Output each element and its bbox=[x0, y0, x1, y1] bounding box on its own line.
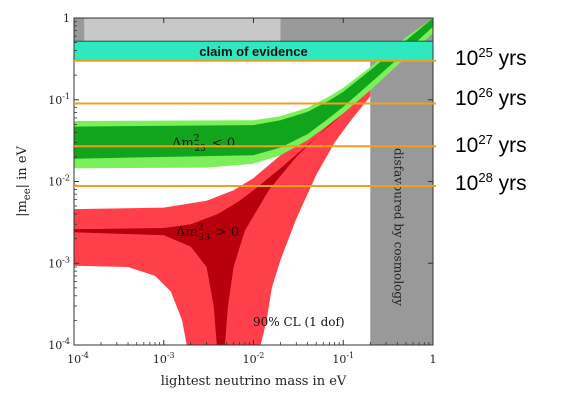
y-tick-label: 10-4 bbox=[48, 337, 70, 352]
x-tick-label: 10-4 bbox=[67, 351, 89, 366]
claim-of-evidence-label: claim of evidence bbox=[199, 44, 307, 59]
axes: 10-4 10-3 10-2 10-1 1 10-4 10-3 10-2 10-1 1 lighte… bbox=[15, 12, 437, 389]
x-tick-label: 10-2 bbox=[243, 351, 265, 366]
y-tick-label: 10-1 bbox=[48, 92, 70, 107]
x-tick-label: 10-1 bbox=[332, 351, 354, 366]
normal-ordering-inner-band bbox=[74, 87, 371, 345]
half-life-label-28: 1028 yrs bbox=[455, 170, 527, 196]
plot-area bbox=[74, 18, 433, 345]
confidence-level-label: 90% CL (1 dof) bbox=[253, 315, 345, 329]
inverted-ordering-label: Δm2 23 < 0 bbox=[172, 134, 235, 154]
x-tick-label: 10-3 bbox=[153, 351, 175, 366]
y-tick-label: 1 bbox=[63, 12, 70, 25]
x-tick-label: 1 bbox=[430, 353, 437, 366]
half-life-label-27: 1027 yrs bbox=[455, 132, 527, 158]
y-tick-label: 10-3 bbox=[48, 255, 70, 270]
half-life-label-25: 1025 yrs bbox=[455, 44, 527, 70]
x-axis-title: lightest neutrino mass in eV bbox=[161, 374, 347, 389]
annotations: claim of evidence Δm2 23 < 0 Δm2 23 > 0 90% CL … bbox=[172, 44, 405, 329]
y-axis-title: |mee| in eV bbox=[15, 145, 33, 216]
inverted-ordering-inner-band bbox=[74, 18, 433, 159]
y-tick-label: 10-2 bbox=[48, 174, 70, 189]
disfavoured-by-cosmology-label: disfavoured by cosmology bbox=[391, 148, 405, 306]
normal-ordering-label: Δm2 23 > 0 bbox=[176, 223, 239, 243]
half-life-label-26: 1026 yrs bbox=[455, 85, 527, 111]
